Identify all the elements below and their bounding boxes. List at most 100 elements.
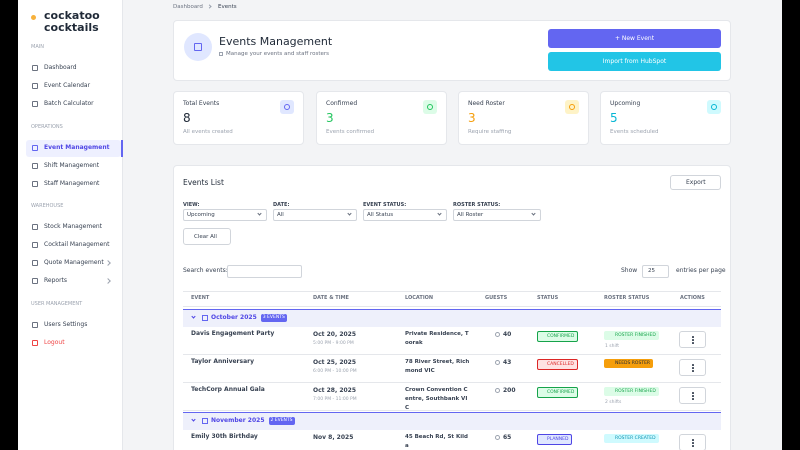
stat-icon-glyph (711, 104, 717, 110)
nav-icon (32, 101, 38, 107)
nav-item[interactable]: Batch Calculator (44, 100, 94, 107)
filter-select[interactable] (453, 209, 541, 221)
column-header[interactable]: LOCATION (405, 295, 434, 301)
stat-label: Upcoming (610, 100, 641, 107)
stat-note: Require staffing (468, 129, 512, 135)
nav-item[interactable]: Staff Management (44, 180, 100, 187)
nav-icon (32, 181, 38, 187)
event-date: Oct 28, 2025 (313, 387, 357, 394)
event-guests: 40 (503, 331, 512, 338)
actions-dot (692, 398, 694, 400)
nav-item[interactable]: Stock Management (44, 223, 103, 230)
filter-value[interactable]: All (277, 212, 284, 218)
import-button[interactable] (548, 52, 721, 71)
show-label: Show (621, 267, 638, 274)
stat-value: 3 (326, 111, 334, 125)
nav-item[interactable]: Reports (44, 277, 68, 284)
filter-value[interactable]: Upcoming (187, 212, 215, 218)
section-title: OPERATIONS (31, 124, 63, 130)
column-header[interactable]: STATUS (537, 295, 559, 301)
nav-item[interactable]: Event Calendar (44, 82, 91, 89)
row-border (183, 410, 721, 411)
breadcrumb[interactable]: Dashboard (173, 4, 203, 10)
search-input[interactable] (227, 265, 302, 278)
group-month: November 2025 (211, 417, 265, 424)
guest-icon (495, 332, 500, 337)
event-date: Nov 8, 2025 (313, 434, 354, 441)
button-label[interactable]: Clear All (194, 234, 217, 240)
guest-icon (495, 360, 500, 365)
filter-select[interactable] (273, 209, 357, 221)
page-subtitle: Manage your events and staff rosters (226, 51, 330, 57)
filter-label: DATE: (273, 202, 290, 208)
actions-dot (692, 392, 694, 394)
filter-select[interactable] (183, 209, 267, 221)
nav-icon (32, 322, 38, 328)
nav-item[interactable]: Users Settings (44, 321, 88, 328)
event-name[interactable]: Emily 30th Birthday (191, 433, 258, 440)
column-header[interactable]: GUESTS (485, 295, 508, 301)
filter-label: VIEW: (183, 202, 200, 208)
stat-label: Total Events (183, 100, 220, 107)
stat-value: 8 (183, 111, 191, 125)
export-button[interactable] (670, 175, 721, 190)
column-header[interactable]: EVENT (191, 295, 210, 301)
actions-button[interactable] (679, 331, 706, 348)
button-label[interactable]: Export (686, 179, 706, 186)
filter-label: EVENT STATUS: (363, 202, 407, 208)
filter-value[interactable]: All Roster (457, 212, 484, 218)
clear-button[interactable] (183, 228, 231, 245)
stat-value: 5 (610, 111, 618, 125)
stat-note: Events scheduled (610, 129, 659, 135)
actions-dot (692, 370, 694, 372)
roster-badge: ROSTER CREATED (604, 434, 659, 443)
subtitle-icon (219, 52, 223, 56)
stat-label: Need Roster (468, 100, 505, 107)
nav-item[interactable]: Cocktail Management (44, 241, 110, 248)
button-label[interactable]: Import from HubSpot (602, 58, 667, 65)
stat-icon-glyph (427, 104, 433, 110)
nav-item[interactable]: Event Management (44, 144, 110, 151)
entries-value[interactable]: 25 (648, 268, 655, 274)
group-icon (202, 315, 208, 321)
event-guests: 65 (503, 434, 512, 441)
actions-dot (692, 442, 694, 444)
nav-item[interactable]: Dashboard (44, 64, 77, 71)
event-date: Oct 25, 2025 (313, 359, 357, 366)
card (173, 91, 304, 145)
nav-item[interactable]: Logout (44, 339, 65, 346)
roster-badge: NEEDS ROSTER (604, 359, 654, 368)
entries-label: entries per page (676, 267, 726, 274)
actions-button[interactable] (679, 434, 706, 450)
event-name[interactable]: Davis Engagement Party (191, 330, 275, 337)
stat-label: Confirmed (326, 100, 358, 107)
nav-icon (32, 83, 38, 89)
column-header[interactable]: DATE & TIME (313, 295, 349, 301)
status-badge: PLANNED (537, 434, 573, 445)
nav-item[interactable]: Shift Management (44, 162, 100, 169)
button-label[interactable]: + New Event (614, 35, 655, 42)
table-border (183, 306, 721, 307)
event-name[interactable]: Taylor Anniversary (191, 358, 254, 365)
actions-button[interactable] (679, 387, 706, 404)
section-title: Events List (183, 178, 224, 187)
brand-icon (31, 15, 36, 20)
event-location: Private Residence, Toorak (405, 331, 469, 346)
column-header[interactable]: ROSTER STATUS (604, 295, 650, 301)
event-time: 5:00 PM - 9:00 PM (313, 341, 354, 346)
new-event-button[interactable] (548, 29, 721, 48)
nav-icon (32, 163, 38, 169)
table-border (183, 291, 721, 292)
nav-active-bg (26, 140, 121, 157)
status-badge: CONFIRMED (537, 387, 579, 398)
status-badge: CONFIRMED (537, 331, 579, 342)
actions-button[interactable] (679, 359, 706, 376)
entries-select[interactable] (642, 265, 669, 278)
event-name[interactable]: TechCorp Annual Gala (191, 386, 265, 393)
filter-label: ROSTER STATUS: (453, 202, 501, 208)
brand-name: cockatoo (44, 9, 100, 22)
filter-value[interactable]: All Status (367, 212, 394, 218)
nav-item[interactable]: Quote Management (44, 259, 104, 266)
filter-select[interactable] (363, 209, 447, 221)
